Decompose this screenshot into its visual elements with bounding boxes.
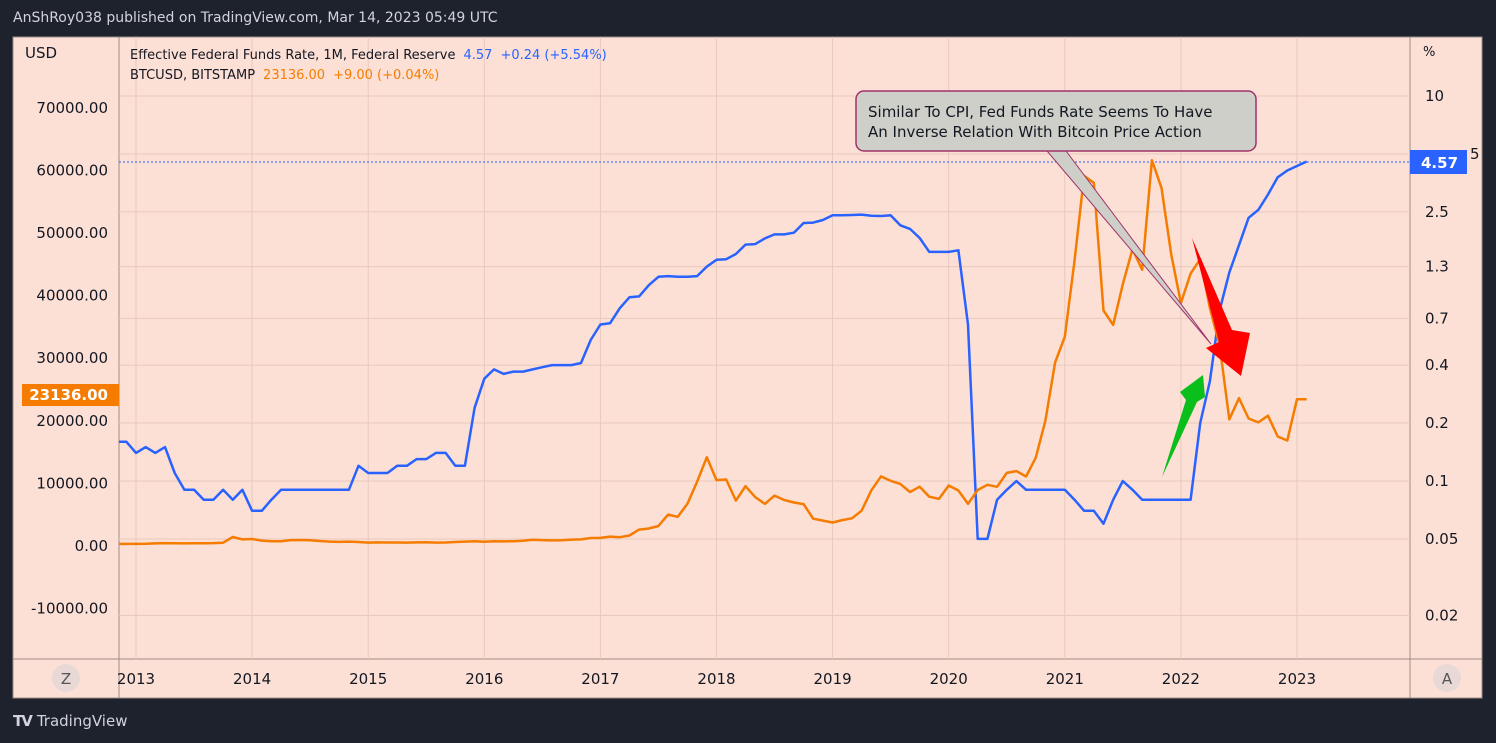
legend-btc-name: BTCUSD, BITSTAMP xyxy=(130,68,255,83)
legend-fed[interactable]: Effective Federal Funds Rate, 1M, Federa… xyxy=(130,48,607,63)
fed-last-price-label xyxy=(1410,150,1467,174)
red-down-arrow[interactable] xyxy=(1192,238,1250,376)
legend-btc-value: 23136.00 xyxy=(263,68,325,83)
callout-text-line2: An Inverse Relation With Bitcoin Price A… xyxy=(868,123,1202,141)
green-up-arrow[interactable] xyxy=(1162,375,1205,477)
right-tick-label: 0.1 xyxy=(1425,472,1449,490)
x-tick-label: 2021 xyxy=(1046,670,1084,688)
right-tick-label: 0.7 xyxy=(1425,309,1449,327)
brand-name: TradingView xyxy=(36,712,128,730)
x-tick-label: 2023 xyxy=(1278,670,1316,688)
right-tick-label: 0.4 xyxy=(1425,356,1449,374)
btc-last-price-text: 23136.00 xyxy=(29,386,108,404)
legend-fed-change: +0.24 (+5.54%) xyxy=(500,48,606,63)
right-tick-label: 5 xyxy=(1470,145,1480,163)
a-button-label: A xyxy=(1442,670,1453,688)
tradingview-logo-icon: TV xyxy=(13,712,33,730)
btc-last-price-label xyxy=(22,384,119,406)
x-tick-label: 2016 xyxy=(465,670,503,688)
publisher-info: AnShRoy038 published on TradingView.com,… xyxy=(13,10,498,26)
callout-box[interactable] xyxy=(855,90,1257,152)
time-axis[interactable]: 2013 2014 2015 2016 2017 2018 2019 2020 2021 2022… xyxy=(117,670,1316,688)
fed-funds-rate-line xyxy=(119,160,1308,541)
x-tick-label: 2014 xyxy=(233,670,271,688)
x-tick-label: 2015 xyxy=(349,670,387,688)
right-tick-label: 1.3 xyxy=(1425,258,1449,276)
legend-fed-value: 4.57 xyxy=(463,48,492,63)
left-tick-label: 30000.00 xyxy=(36,349,108,367)
auto-scale-a-button[interactable] xyxy=(1433,664,1461,692)
legend: Effective Federal Funds Rate, 1M, Federa… xyxy=(130,48,607,83)
left-tick-label: 0.00 xyxy=(75,537,108,555)
z-button-label: Z xyxy=(61,670,71,688)
legend-btc-change: +9.00 (+0.04%) xyxy=(333,68,439,83)
chart-pane xyxy=(12,36,1483,699)
left-price-axis[interactable]: 70000.00 60000.00 50000.00 40000.00 30000.00… xyxy=(31,99,108,618)
footer: TV TradingView xyxy=(13,712,127,730)
right-tick-label: 0.02 xyxy=(1425,607,1458,625)
left-tick-label: 20000.00 xyxy=(36,412,108,430)
right-tick-label: 2.5 xyxy=(1425,203,1449,221)
left-tick-label: 50000.00 xyxy=(36,224,108,242)
right-tick-label: 10 xyxy=(1425,87,1444,105)
left-tick-label: 40000.00 xyxy=(36,287,108,305)
x-tick-label: 2018 xyxy=(697,670,735,688)
callout-text-line1: Similar To CPI, Fed Funds Rate Seems To … xyxy=(868,103,1213,121)
fed-last-price-text: 4.57 xyxy=(1421,154,1458,172)
log-scale-z-button[interactable] xyxy=(52,664,80,692)
x-tick-label: 2017 xyxy=(581,670,619,688)
right-tick-label: 0.05 xyxy=(1425,530,1458,548)
right-percent-axis[interactable]: 10 5 2.5 1.3 0.7 0.4 0.2 0.1 0.05 0.02 xyxy=(1425,87,1480,625)
left-tick-label: -10000.00 xyxy=(31,600,108,618)
legend-fed-name: Effective Federal Funds Rate, 1M, Federa… xyxy=(130,48,455,63)
right-axis-unit: % xyxy=(1423,45,1435,60)
left-tick-label: 10000.00 xyxy=(36,474,108,492)
left-tick-label: 70000.00 xyxy=(36,99,108,117)
x-tick-label: 2013 xyxy=(117,670,155,688)
x-tick-label: 2019 xyxy=(814,670,852,688)
left-tick-label: 60000.00 xyxy=(36,161,108,179)
btcusd-line xyxy=(119,159,1307,546)
legend-btc[interactable]: BTCUSD, BITSTAMP 23136.00 +9.00 (+0.04%) xyxy=(130,68,439,83)
left-axis-unit: USD xyxy=(25,44,57,62)
right-tick-label: 0.2 xyxy=(1425,414,1449,432)
x-tick-label: 2022 xyxy=(1162,670,1200,688)
x-tick-label: 2020 xyxy=(930,670,968,688)
